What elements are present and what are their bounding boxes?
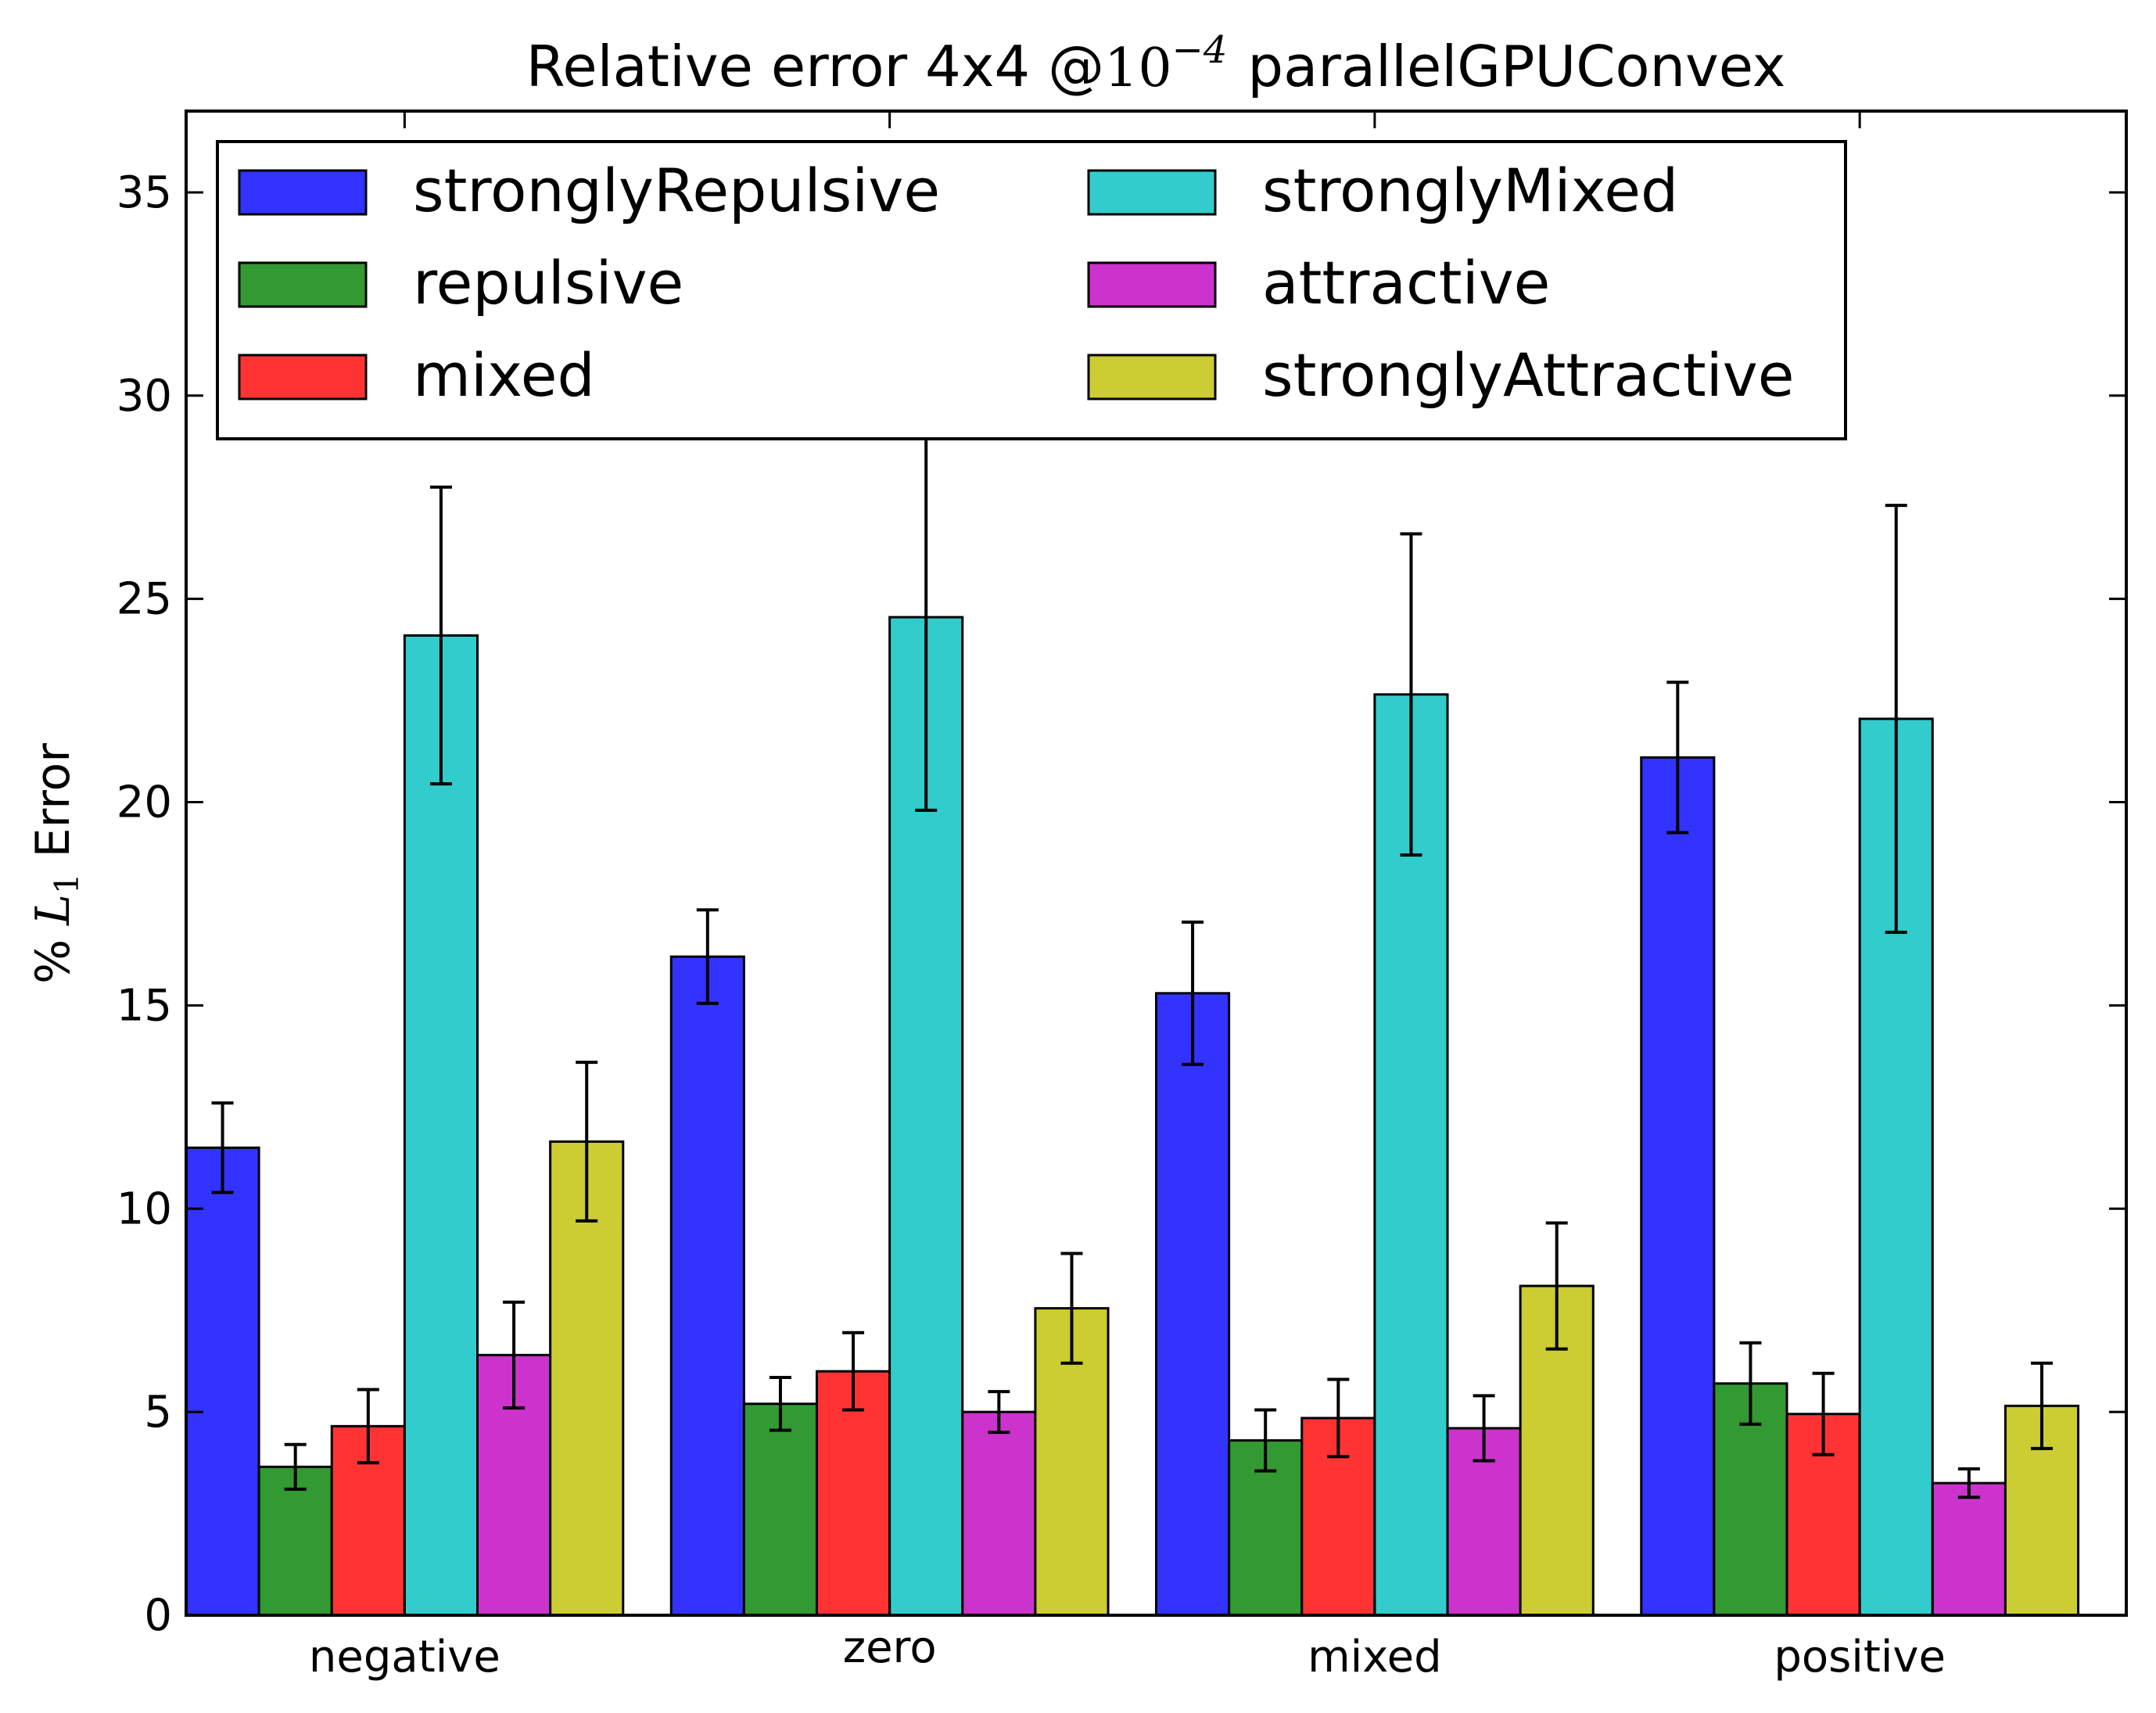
legend-label-stronglyAttractive: stronglyAttractive: [1262, 340, 1794, 410]
error-bar-mixed-negative: [357, 1388, 379, 1465]
bar-stronglyRepulsive-negative: [185, 1146, 260, 1617]
legend-box: [216, 140, 1847, 440]
legend-swatch-stronglyMixed: [1087, 169, 1217, 216]
error-bar-attractive-positive: [1957, 1467, 1980, 1499]
x-tick-label-negative: negative: [309, 1632, 500, 1682]
error-bar-repulsive-mixed: [1254, 1408, 1277, 1473]
legend-item-mixed: mixed: [238, 340, 595, 410]
y-tick-label-30: 30: [117, 371, 172, 422]
x-tick-label-positive: positive: [1774, 1632, 1946, 1682]
legend-swatch-stronglyAttractive: [1087, 354, 1217, 400]
error-bar-stronglyMixed-negative: [429, 485, 452, 786]
error-bar-mixed-zero: [842, 1331, 865, 1412]
legend-swatch-attractive: [1087, 261, 1217, 308]
bar-stronglyMixed-negative: [403, 634, 479, 1617]
x-tick-label-zero: zero: [843, 1622, 937, 1673]
error-bar-stronglyRepulsive-mixed: [1182, 920, 1204, 1066]
legend: stronglyRepulsive repulsive mixed stronglyM…: [216, 140, 1847, 440]
bar-stronglyAttractive-positive: [2004, 1404, 2080, 1617]
plot-frame: [185, 110, 2128, 1617]
bar-stronglyRepulsive-zero: [669, 955, 745, 1617]
legend-swatch-repulsive: [238, 261, 368, 308]
error-bar-mixed-positive: [1812, 1371, 1835, 1456]
y-tick-label-15: 15: [117, 980, 172, 1031]
y-axis-label-prefix: %: [26, 939, 81, 984]
error-bar-mixed-mixed: [1327, 1377, 1350, 1459]
bar-repulsive-zero: [742, 1402, 819, 1617]
chart-title: Relative error 4x4 @10−4 parallelGPUConve…: [526, 28, 1786, 99]
error-bar-attractive-mixed: [1473, 1394, 1495, 1463]
y-tick-label-0: 0: [144, 1590, 172, 1641]
legend-swatch-mixed: [238, 354, 368, 400]
legend-label-stronglyMixed: stronglyMixed: [1262, 156, 1678, 225]
error-bar-repulsive-positive: [1739, 1341, 1762, 1426]
error-bar-stronglyAttractive-mixed: [1545, 1221, 1568, 1351]
y-tick-label-25: 25: [117, 574, 172, 625]
x-tick-label-mixed: mixed: [1308, 1632, 1442, 1682]
legend-item-stronglyRepulsive: stronglyRepulsive: [238, 156, 940, 225]
legend-label-attractive: attractive: [1262, 248, 1550, 318]
y-axis-label-math-sub: 1: [48, 873, 86, 894]
error-bar-stronglyRepulsive-positive: [1666, 681, 1689, 835]
error-bar-stronglyRepulsive-negative: [211, 1101, 234, 1194]
bar-attractive-zero: [961, 1410, 1037, 1617]
legend-item-attractive: attractive: [1087, 248, 1550, 318]
bars-layer: [185, 616, 2080, 1617]
error-bar-stronglyAttractive-zero: [1060, 1252, 1083, 1365]
error-bar-stronglyMixed-positive: [1885, 504, 1907, 934]
error-bar-repulsive-negative: [284, 1442, 307, 1491]
legend-swatch-stronglyRepulsive: [238, 169, 368, 216]
error-bar-attractive-zero: [988, 1390, 1010, 1435]
chart-title-suffix: parallelGPUConvex: [1247, 34, 1785, 99]
y-tick-label-35: 35: [117, 167, 172, 218]
error-bars-layer: [211, 422, 2053, 1499]
chart-title-math-exp: −4: [1172, 28, 1228, 72]
legend-item-repulsive: repulsive: [238, 248, 683, 318]
chart-title-math-base: 10: [1104, 38, 1172, 99]
error-bar-stronglyAttractive-positive: [2030, 1361, 2053, 1450]
bar-repulsive-negative: [257, 1465, 333, 1617]
error-bar-stronglyMixed-mixed: [1400, 532, 1422, 857]
error-bar-attractive-negative: [503, 1300, 526, 1410]
legend-label-mixed: mixed: [413, 340, 595, 410]
legend-item-stronglyAttractive: stronglyAttractive: [1087, 340, 1794, 410]
bar-stronglyRepulsive-mixed: [1155, 992, 1231, 1617]
y-axis-label: % L1 Error: [26, 743, 86, 984]
chart-title-text: Relative error 4x4 @: [526, 34, 1105, 99]
y-axis-label-math-base: L: [26, 894, 81, 926]
ticks-layer: 0 5 10 15 20 25 30 35 negative zero mixed positive: [117, 111, 2126, 1682]
y-tick-label-5: 5: [144, 1387, 172, 1438]
bar-stronglyRepulsive-positive: [1640, 756, 1716, 1617]
y-tick-label-20: 20: [117, 777, 172, 828]
error-bar-stronglyRepulsive-zero: [696, 908, 719, 1005]
legend-label-repulsive: repulsive: [413, 248, 683, 318]
bar-attractive-positive: [1931, 1481, 2007, 1617]
error-bar-repulsive-zero: [769, 1375, 791, 1432]
legend-item-stronglyMixed: stronglyMixed: [1087, 156, 1678, 225]
error-bar-stronglyAttractive-negative: [576, 1061, 598, 1223]
y-tick-label-10: 10: [117, 1183, 172, 1234]
y-axis-label-suffix: Error: [26, 743, 81, 858]
legend-label-stronglyRepulsive: stronglyRepulsive: [413, 156, 940, 225]
